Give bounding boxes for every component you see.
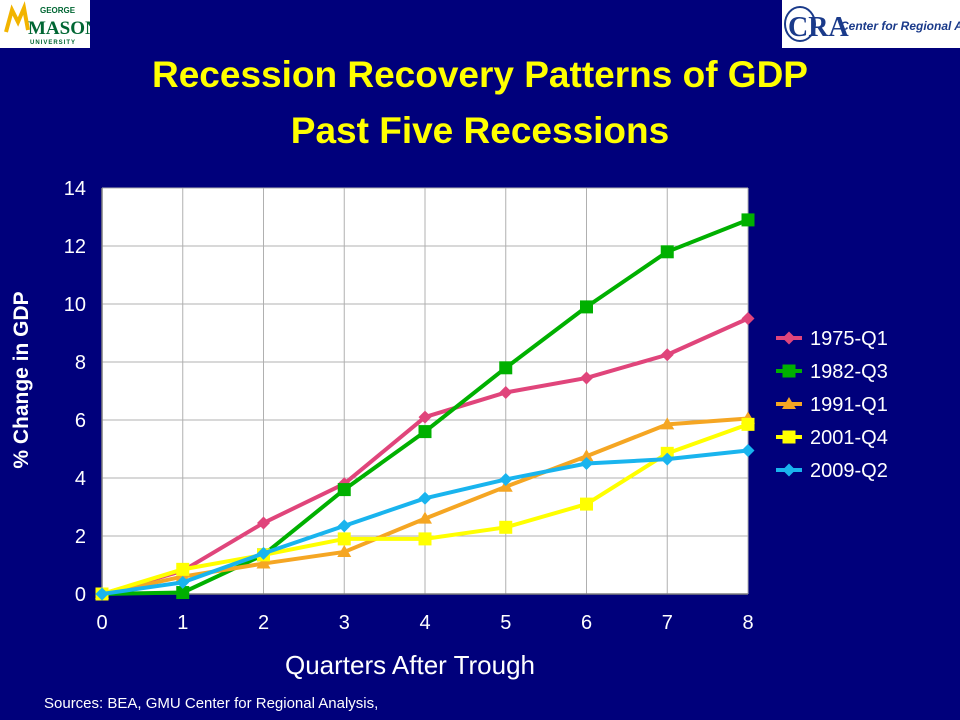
data-point-1982-Q3 [176,586,190,600]
data-point-2001-Q4 [337,532,351,546]
data-point-1982-Q3 [741,213,755,227]
legend-marker-1991-Q1 [782,397,796,409]
data-point-1982-Q3 [337,483,351,497]
legend-label: 1975-Q1 [810,328,888,350]
data-point-1991-Q1 [418,511,432,524]
data-point-1975-Q1 [257,516,270,530]
logo-text-mason: MASON [28,18,90,39]
legend-marker-2009-Q2 [782,463,796,477]
y-axis-label: % Change in GDP [10,291,33,469]
data-point-1991-Q1 [579,449,594,462]
y-tick-label: 8 [75,352,86,374]
data-point-2001-Q4 [176,562,190,576]
data-point-2001-Q4 [580,497,593,511]
cra-logo: CRA Center for Regional Analysis [782,0,960,48]
logo-text-george: GEORGE [40,6,76,15]
data-point-2009-Q2 [499,472,513,486]
data-point-1975-Q1 [741,312,755,325]
data-point-2009-Q2 [95,587,109,601]
chart-title-line1: Recession Recovery Patterns of GDP [152,54,808,95]
x-tick-label: 7 [662,612,673,634]
data-point-2001-Q4 [741,417,755,431]
x-tick-label: 5 [500,612,511,634]
y-tick-label: 6 [75,410,86,432]
data-point-1991-Q1 [337,544,352,557]
data-point-1975-Q1 [418,410,432,424]
cra-logo-mark: CRA Center for Regional Analysis [784,6,960,43]
x-tick-label: 0 [96,612,107,634]
legend-marker-1982-Q3 [782,364,796,378]
legend-marker-1975-Q1 [782,331,796,345]
data-point-2009-Q2 [741,443,755,457]
data-point-2009-Q2 [418,491,432,505]
x-tick-label: 6 [581,612,592,634]
data-point-2009-Q2 [660,452,674,466]
data-point-2001-Q4 [499,520,513,534]
x-tick-label: 3 [339,612,350,634]
data-point-1982-Q3 [499,361,513,375]
cra-name-text: Center for Regional Analysis [840,19,960,33]
y-tick-label: 10 [64,294,86,316]
data-point-2009-Q2 [337,519,351,533]
data-point-2001-Q4 [418,532,432,546]
data-point-1991-Q1 [660,417,675,430]
data-point-1982-Q3 [580,300,593,314]
x-tick-label: 8 [742,612,753,634]
x-tick-label: 1 [177,612,188,634]
source-note: Sources: BEA, GMU Center for Regional An… [44,695,379,712]
data-point-1982-Q3 [418,425,432,439]
x-axis-label: Quarters After Trough [285,650,536,680]
legend-label: 1982-Q3 [810,361,888,383]
legend-label: 2009-Q2 [810,460,888,482]
cra-mark-text: CRA [788,12,849,43]
data-point-2009-Q2 [257,546,270,560]
y-tick-label: 4 [75,468,86,490]
chart-title-line2: Past Five Recessions [290,110,670,151]
logo-text-university: UNIVERSITY [30,40,76,46]
legend-marker-2001-Q4 [782,430,796,444]
legend-label: 1991-Q1 [810,394,888,416]
x-tick-label: 4 [419,612,430,634]
data-point-1982-Q3 [660,245,674,259]
data-point-1975-Q1 [499,385,513,399]
legend-label: 2001-Q4 [810,427,888,449]
data-point-2009-Q2 [580,457,593,470]
data-point-2009-Q2 [176,575,190,589]
y-tick-label: 2 [75,526,86,548]
y-tick-label: 12 [64,236,86,258]
y-tick-label: 14 [64,178,86,200]
data-point-1975-Q1 [660,348,674,362]
x-tick-label: 2 [258,612,269,634]
data-point-1975-Q1 [580,371,593,385]
george-mason-logo-mark: GEORGE MASON UNIVERSITY [4,1,99,46]
y-tick-label: 0 [75,584,86,606]
george-mason-logo: GEORGE MASON UNIVERSITY [0,0,99,48]
data-point-1991-Q1 [256,556,271,569]
